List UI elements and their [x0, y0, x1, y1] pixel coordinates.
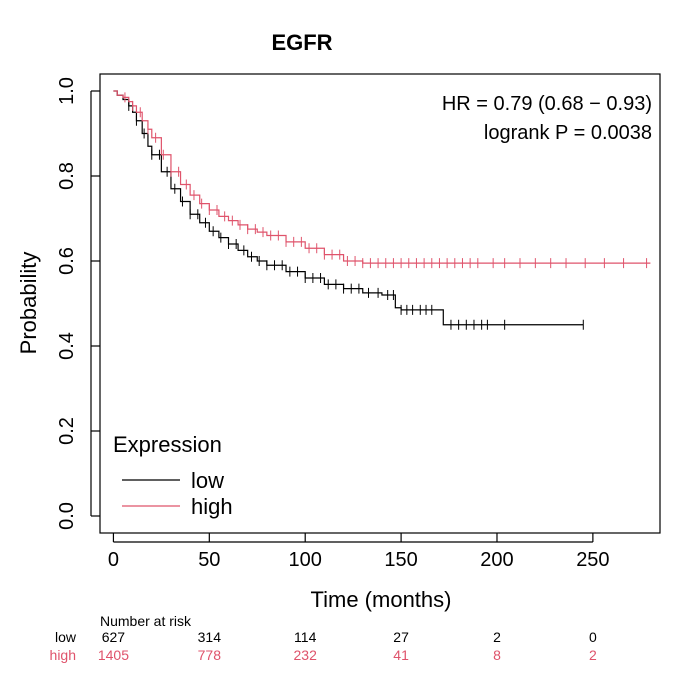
- legend-title: Expression: [113, 432, 222, 457]
- x-tick-label: 150: [384, 549, 417, 571]
- risk-value-high: 2: [589, 647, 597, 663]
- risk-value-low: 627: [102, 629, 126, 645]
- risk-table-title: Number at risk: [100, 613, 192, 629]
- risk-table: Number at risk low 627 314 114 27 2 0 high 1405 7…: [50, 613, 597, 663]
- axes: 0 50 100 150 200 250 0.0 0.2 0.4 0.6 0.8 1.0: [56, 73, 661, 571]
- y-tick-label: 0.6: [56, 247, 78, 275]
- plot-frame: [99, 73, 661, 534]
- y-tick-label: 1.0: [56, 77, 78, 105]
- survival-curve-low: [113, 90, 584, 326]
- legend-label-high: high: [191, 494, 233, 519]
- x-tick-label: 250: [576, 549, 609, 571]
- legend: Expression low high: [113, 432, 233, 519]
- hr-annotation: HR = 0.79 (0.68 − 0.93): [442, 93, 652, 115]
- survival-curve-high: [113, 90, 651, 264]
- risk-value-low: 0: [589, 629, 597, 645]
- chart-title: EGFR: [271, 30, 332, 55]
- risk-value-low: 27: [393, 629, 409, 645]
- risk-value-high: 778: [198, 647, 222, 663]
- y-tick-label: 0.2: [56, 417, 78, 445]
- risk-value-low: 114: [294, 629, 317, 645]
- x-tick-label: 100: [289, 549, 322, 571]
- y-tick-label: 0.0: [56, 502, 78, 530]
- y-tick-label: 0.8: [56, 162, 78, 190]
- risk-row-label-low: low: [55, 629, 77, 645]
- x-tick-label: 50: [198, 549, 220, 571]
- y-tick-label: 0.4: [56, 332, 78, 360]
- plot-area: [113, 90, 651, 330]
- risk-value-high: 232: [294, 647, 318, 663]
- logrank-annotation: logrank P = 0.0038: [484, 122, 652, 144]
- risk-value-low: 314: [198, 629, 222, 645]
- legend-label-low: low: [191, 468, 224, 493]
- risk-value-low: 2: [493, 629, 501, 645]
- risk-value-high: 8: [493, 647, 501, 663]
- risk-value-high: 1405: [98, 647, 129, 663]
- x-tick-label: 200: [480, 549, 513, 571]
- risk-value-high: 41: [393, 647, 409, 663]
- risk-row-label-high: high: [50, 647, 76, 663]
- x-tick-label: 0: [108, 549, 119, 571]
- x-axis-label: Time (months): [311, 587, 452, 612]
- y-axis-label: Probability: [16, 252, 41, 355]
